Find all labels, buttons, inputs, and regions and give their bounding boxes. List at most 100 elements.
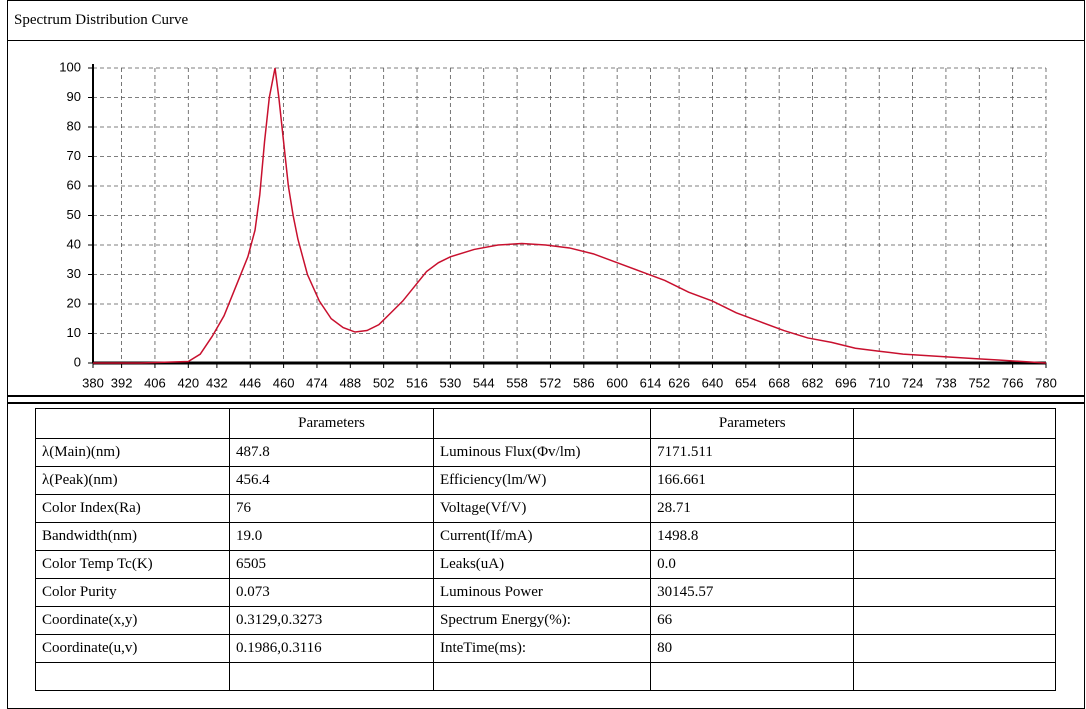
x-tick-label: 502 [373,375,395,390]
header-cell: Parameters [650,408,855,439]
x-tick-label: 696 [835,375,857,390]
table-row: Color Index(Ra) 76 Voltage(Vf/V) 28.71 [35,494,1056,523]
x-tick-label: 420 [177,375,199,390]
x-tick-label: 544 [473,375,495,390]
y-tick-label: 0 [74,354,81,369]
param-value: 456.4 [228,466,434,495]
x-tick-label: 710 [868,375,890,390]
param-name: Voltage(Vf/V) [432,494,652,523]
param-name: Luminous Flux(Φv/lm) [432,438,652,467]
x-tick-label: 446 [239,375,261,390]
param-name: Luminous Power [432,578,652,607]
x-tick-label: 558 [506,375,528,390]
empty-cell [853,466,1056,495]
param-name: λ(Main)(nm) [35,438,230,467]
table-row: λ(Main)(nm) 487.8 Luminous Flux(Φv/lm) 7171… [35,438,1056,467]
param-value: 7171.511 [650,438,855,467]
x-tick-label: 654 [735,375,757,390]
x-tick-label: 614 [640,375,662,390]
param-name: InteTime(ms): [432,634,652,663]
param-value: 76 [228,494,434,523]
param-name: λ(Peak)(nm) [35,466,230,495]
param-name: Spectrum Energy(%): [432,606,652,635]
x-tick-label: 572 [540,375,562,390]
param-name: Color Index(Ra) [35,494,230,523]
x-tick-label: 738 [935,375,957,390]
x-tick-label: 516 [406,375,428,390]
empty-cell [853,578,1056,607]
y-tick-label: 50 [67,207,81,222]
x-tick-label: 432 [206,375,228,390]
y-tick-label: 90 [67,89,81,104]
x-tick-label: 406 [144,375,166,390]
separator [7,40,1085,41]
param-value: 30145.57 [650,578,855,607]
header-row: Parameters Parameters [35,408,1056,439]
table-row: λ(Peak)(nm) 456.4 Efficiency(lm/W) 166.661 [35,466,1056,495]
empty-cell [853,494,1056,523]
empty-cell [853,550,1056,579]
table-row: Coordinate(u,v) 0.1986,0.3116 InteTime(ms)… [35,634,1056,663]
y-tick-label: 60 [67,177,81,192]
separator [7,395,1085,404]
x-tick-label: 752 [968,375,990,390]
param-value: 0.1986,0.3116 [228,634,434,663]
param-name: Leaks(uA) [432,550,652,579]
x-tick-label: 724 [902,375,924,390]
header-cell [853,408,1056,439]
empty-cell [853,438,1056,467]
empty-cell [853,606,1056,635]
param-value: 66 [650,606,855,635]
parameter-table: Parameters Parameters λ(Main)(nm) 487.8 Lumi… [35,408,1056,691]
empty-cell [35,662,230,691]
x-tick-label: 780 [1035,375,1057,390]
empty-cell [853,662,1056,691]
y-tick-label: 80 [67,118,81,133]
param-name: Color Temp Tc(K) [35,550,230,579]
x-tick-label: 530 [440,375,462,390]
param-value: 6505 [228,550,434,579]
x-tick-label: 640 [702,375,724,390]
x-tick-label: 586 [573,375,595,390]
param-name: Coordinate(x,y) [35,606,230,635]
param-name: Color Purity [35,578,230,607]
param-value: 80 [650,634,855,663]
param-value: 166.661 [650,466,855,495]
empty-row [35,662,1056,691]
x-tick-label: 488 [339,375,361,390]
param-value: 19.0 [228,522,434,551]
x-tick-label: 766 [1002,375,1024,390]
param-value: 487.8 [228,438,434,467]
x-tick-label: 626 [668,375,690,390]
param-name: Coordinate(u,v) [35,634,230,663]
header-cell: Parameters [228,408,434,439]
param-name: Efficiency(lm/W) [432,466,652,495]
x-tick-label: 668 [768,375,790,390]
empty-cell [228,662,434,691]
x-tick-label: 392 [111,375,133,390]
table-row: Coordinate(x,y) 0.3129,0.3273 Spectrum Ene… [35,606,1056,635]
param-value: 0.0 [650,550,855,579]
x-tick-label: 600 [606,375,628,390]
x-tick-label: 380 [82,375,104,390]
empty-cell [432,662,652,691]
x-tick-label: 682 [802,375,824,390]
chart-title: Spectrum Distribution Curve [14,12,189,28]
y-tick-label: 10 [67,325,81,340]
y-tick-label: 40 [67,236,81,251]
spectrum-line [93,67,1047,364]
header-cell [432,408,652,439]
x-tick-label: 474 [306,375,328,390]
param-value: 1498.8 [650,522,855,551]
param-name: Bandwidth(nm) [35,522,230,551]
y-tick-label: 30 [67,266,81,281]
y-tick-label: 20 [67,295,81,310]
table-row: Color Temp Tc(K) 6505 Leaks(uA) 0.0 [35,550,1056,579]
y-tick-label: 100 [59,59,81,74]
param-name: Current(If/mA) [432,522,652,551]
x-tick-label: 460 [273,375,295,390]
empty-cell [853,634,1056,663]
param-value: 0.073 [228,578,434,607]
chart: 0 10 20 30 40 50 60 70 80 90 100 380 392 406 420 432 446… [59,59,1057,390]
